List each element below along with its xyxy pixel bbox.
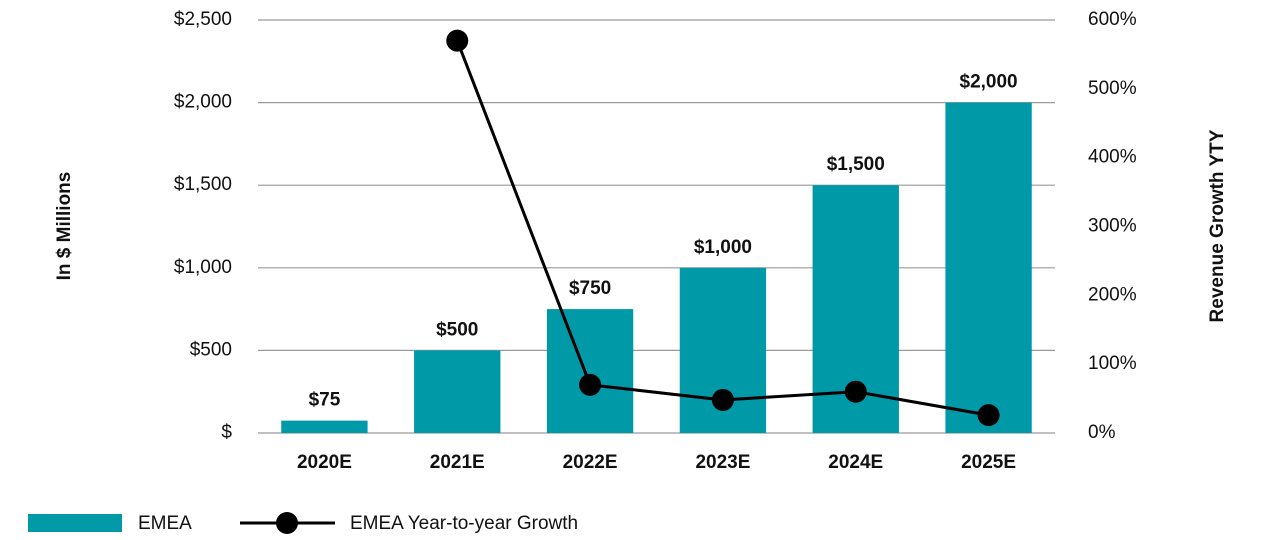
legend-label: EMEA Year-to-year Growth xyxy=(350,513,578,534)
line-point xyxy=(446,29,469,52)
bar xyxy=(281,420,368,433)
y2-tick-label: 500% xyxy=(1088,78,1137,99)
line-point xyxy=(579,373,602,396)
y-axis-label: In $ Millions xyxy=(54,172,75,281)
y2-tick-label: 400% xyxy=(1088,147,1137,168)
line-point xyxy=(844,380,867,403)
line-point xyxy=(977,404,1000,427)
y2-axis-label: Revenue Growth YTY xyxy=(1207,129,1228,322)
x-tick-label: 2025E xyxy=(961,452,1016,473)
y-tick-label: $1,000 xyxy=(174,257,232,278)
x-tick-label: 2021E xyxy=(430,452,485,473)
x-tick-label: 2023E xyxy=(695,452,750,473)
legend-label: EMEA xyxy=(138,513,192,534)
y-tick-label: $ xyxy=(221,422,232,443)
y2-tick-label: 200% xyxy=(1088,284,1137,305)
y-tick-label: $2,000 xyxy=(174,92,232,113)
bar xyxy=(945,102,1032,433)
y-tick-label: $1,500 xyxy=(174,174,232,195)
data-label: $1,000 xyxy=(694,237,752,258)
x-tick-label: 2024E xyxy=(828,452,883,473)
data-label: $2,000 xyxy=(960,72,1018,93)
y2-tick-label: 300% xyxy=(1088,216,1137,237)
data-label: $500 xyxy=(436,319,478,340)
legend-marker xyxy=(276,512,298,534)
y-tick-label: $500 xyxy=(190,339,232,360)
y2-tick-label: 600% xyxy=(1088,9,1137,30)
bar xyxy=(546,309,634,433)
y2-tick-label: 0% xyxy=(1088,422,1116,443)
line-point xyxy=(711,388,734,411)
y-tick-label: $2,500 xyxy=(174,9,232,30)
bar xyxy=(414,350,501,433)
data-label: $1,500 xyxy=(827,154,885,175)
y2-tick-label: 100% xyxy=(1088,353,1137,374)
legend-swatch xyxy=(28,514,122,532)
data-label: $75 xyxy=(309,390,341,411)
x-tick-label: 2020E xyxy=(297,452,352,473)
x-tick-label: 2022E xyxy=(563,452,618,473)
data-label: $750 xyxy=(569,278,611,299)
